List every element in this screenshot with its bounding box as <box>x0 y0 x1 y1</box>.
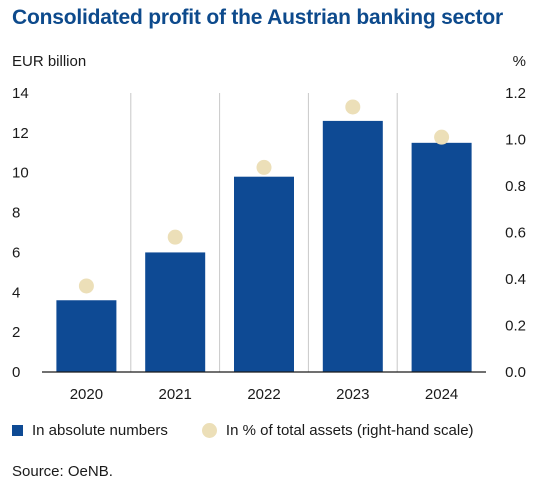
y-tick-label-left: 6 <box>12 244 20 261</box>
source-note: Source: OeNB. <box>12 463 113 480</box>
x-tick-label: 2020 <box>70 386 103 403</box>
legend-item-absolute: In absolute numbers <box>12 422 168 439</box>
bar-2021 <box>145 252 206 372</box>
bar-2020 <box>56 300 117 372</box>
y-tick-label-left: 10 <box>12 165 29 182</box>
y-tick-label-left: 0 <box>12 364 20 381</box>
legend: In absolute numbers In % of total assets… <box>12 422 508 439</box>
y-tick-label-right: 1.2 <box>505 85 526 102</box>
legend-label-absolute: In absolute numbers <box>32 422 168 439</box>
bar-2023 <box>322 120 383 373</box>
x-tick-label: 2023 <box>336 386 369 403</box>
left-axis-unit: EUR billion <box>12 53 87 70</box>
legend-label-percent: In % of total assets (right-hand scale) <box>225 422 474 439</box>
y-tick-label-left: 4 <box>12 284 20 301</box>
y-tick-label-right: 0.2 <box>505 318 526 335</box>
y-tick-label-left: 12 <box>12 125 29 142</box>
y-tick-label-right: 0.6 <box>505 225 526 242</box>
point-2022 <box>256 159 272 175</box>
point-2021 <box>167 229 183 245</box>
bar-chart: 0 2 4 6 8 10 12 14 0.0 0.2 0.4 0.6 0.8 1.0 1.2 2020 2021… <box>12 85 526 403</box>
point-2024 <box>434 129 450 145</box>
point-2023 <box>345 99 361 115</box>
y-tick-label-left: 2 <box>12 324 20 341</box>
legend-dot-swatch <box>201 423 217 438</box>
x-tick-label: 2024 <box>425 386 458 403</box>
bar-2024 <box>411 142 472 372</box>
x-tick-label: 2021 <box>159 386 192 403</box>
y-tick-label-right: 1.0 <box>505 132 526 149</box>
right-axis-unit: % <box>512 53 526 70</box>
legend-bar-swatch <box>12 425 23 436</box>
legend-item-percent: In % of total assets (right-hand scale) <box>201 422 474 439</box>
y-tick-label-left: 14 <box>12 85 29 102</box>
y-tick-label-right: 0.8 <box>505 178 526 195</box>
x-tick-label: 2022 <box>247 386 280 403</box>
point-2020 <box>78 278 94 294</box>
chart-title: Consolidated profit of the Austrian bank… <box>12 6 503 29</box>
y-tick-label-right: 0.4 <box>505 271 526 288</box>
y-tick-label-right: 0.0 <box>505 364 526 381</box>
bar-2022 <box>234 176 294 372</box>
y-tick-label-left: 8 <box>12 205 20 222</box>
